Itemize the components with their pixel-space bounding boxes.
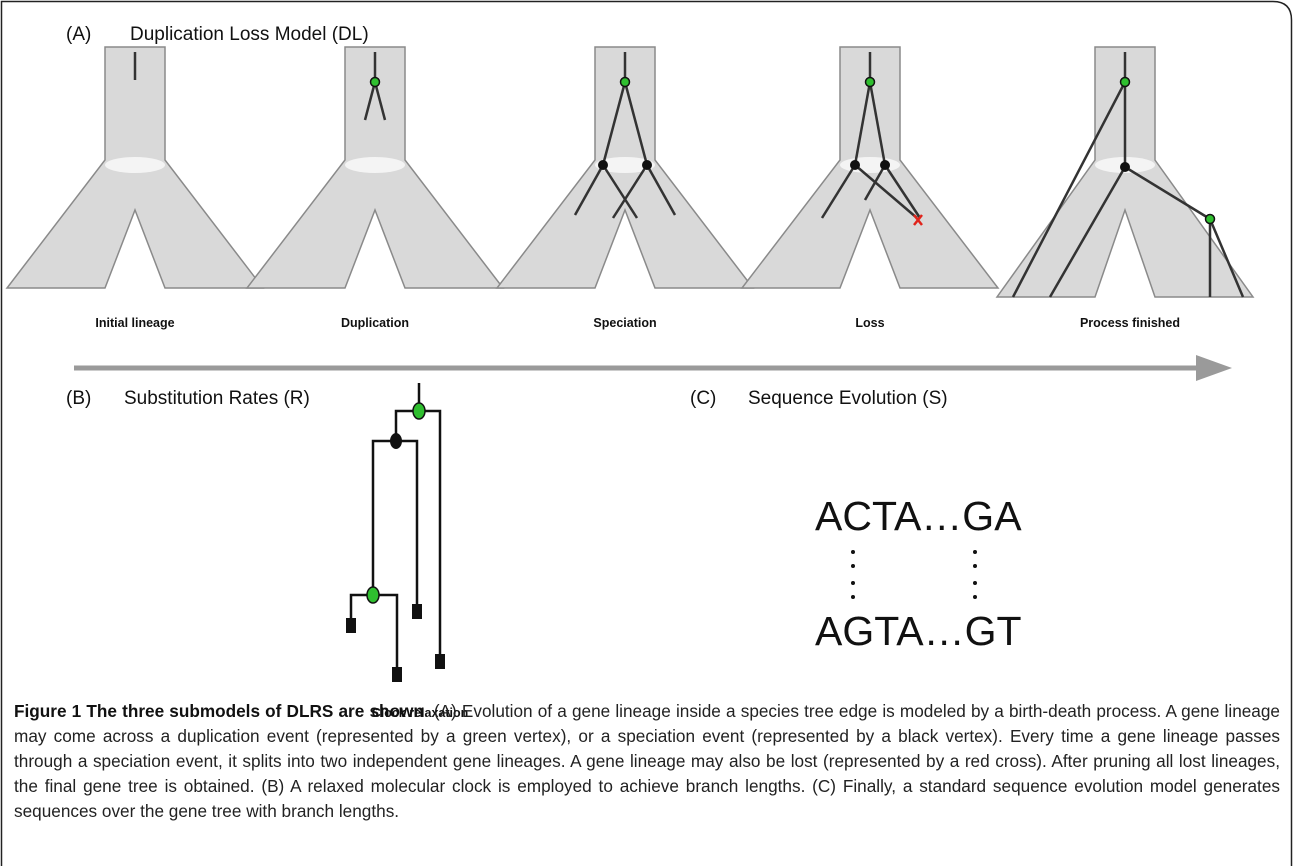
- stage-label: Initial lineage: [95, 316, 174, 330]
- sequence: ACTA…GA: [815, 493, 1022, 539]
- stage-duplication: [247, 47, 503, 288]
- panel-label: (A): [66, 24, 91, 45]
- stage-label: Process finished: [1080, 316, 1180, 330]
- panel-label: (C): [690, 388, 716, 409]
- time-arrow: [74, 355, 1232, 381]
- figure-caption: Figure 1 The three submodels of DLRS are…: [14, 699, 1280, 824]
- ellipsis-dots: [851, 550, 977, 599]
- sequence: AGTA…GT: [815, 608, 1022, 654]
- stage-label: Loss: [855, 316, 884, 330]
- figure: (A) Duplication Loss Model (DL): [0, 0, 1293, 866]
- panel-title: Substitution Rates (R): [124, 388, 310, 409]
- species-trees: [7, 47, 1253, 297]
- panel-label: (B): [66, 388, 91, 409]
- panel-title: Sequence Evolution (S): [748, 388, 948, 409]
- stage-finished: [997, 47, 1253, 297]
- caption-title: Figure 1 The three submodels of DLRS are…: [14, 701, 424, 721]
- rate-tree: [351, 383, 440, 668]
- panel-title: Duplication Loss Model (DL): [130, 24, 369, 45]
- stage-speciation: [497, 47, 753, 288]
- stage-label: Duplication: [341, 316, 409, 330]
- stage-loss: [742, 47, 998, 288]
- stage-initial: [7, 47, 263, 288]
- stage-label: Speciation: [593, 316, 656, 330]
- rate-tree-nodes: [346, 403, 445, 682]
